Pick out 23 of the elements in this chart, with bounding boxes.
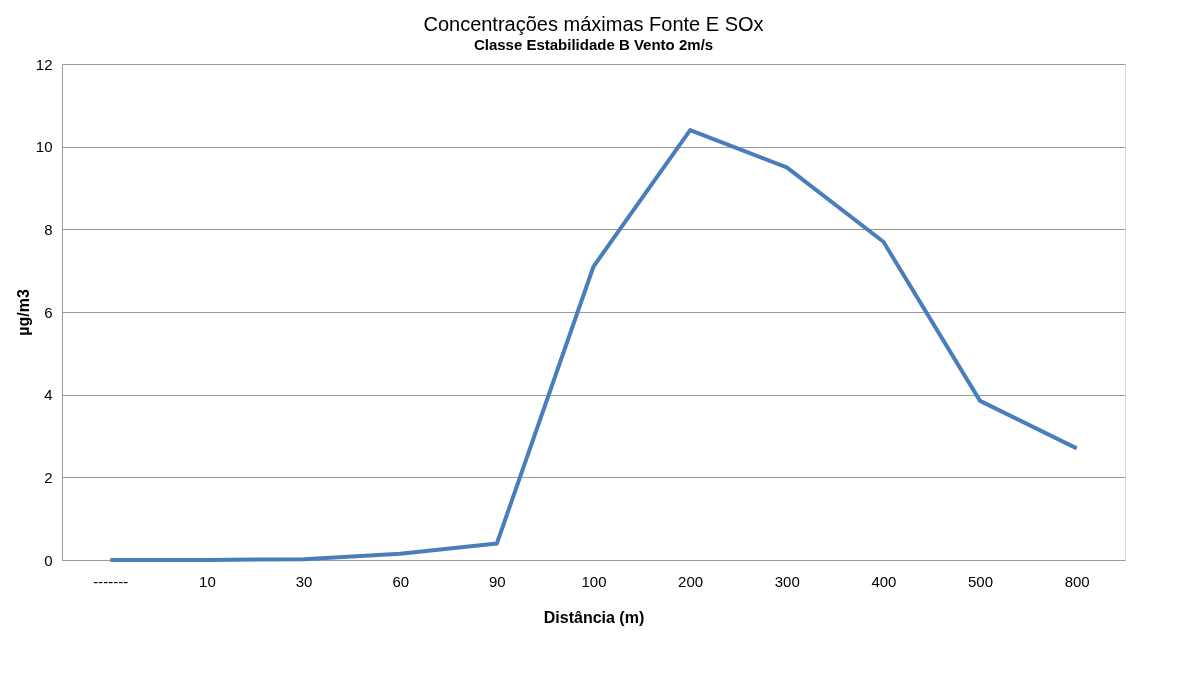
x-tick-label: 60 — [392, 572, 410, 590]
x-tick-label: 800 — [1064, 572, 1090, 590]
chart-subtitle: Classe Estabilidade B Vento 2m/s — [473, 36, 714, 53]
x-tick-label: 200 — [678, 572, 704, 590]
x-tick-label: 90 — [489, 572, 506, 590]
x-tick-label: 400 — [871, 572, 897, 590]
x-tick-label: 10 — [199, 572, 216, 590]
x-tick-label: 300 — [774, 572, 800, 590]
y-tick-label: 12 — [35, 55, 53, 73]
y-tick-label: 6 — [44, 303, 53, 321]
line-series — [108, 128, 1079, 562]
y-tick-label: 2 — [44, 468, 53, 486]
y-axis-title: µg/m3 — [14, 289, 32, 336]
y-tick-label: 8 — [44, 220, 53, 238]
y-tick-label: 4 — [44, 386, 53, 404]
chart-title: Concentrações máximas Fonte E SOx — [423, 13, 764, 35]
x-tick-label: 30 — [295, 572, 313, 590]
y-tick-label: 0 — [44, 551, 53, 569]
x-tick-label: 500 — [968, 572, 994, 590]
x-axis-title: Distância (m) — [543, 608, 645, 626]
y-tick-label: 10 — [35, 138, 53, 156]
x-tick-label: 100 — [581, 572, 607, 590]
x-tick-label: ------- — [93, 572, 129, 590]
